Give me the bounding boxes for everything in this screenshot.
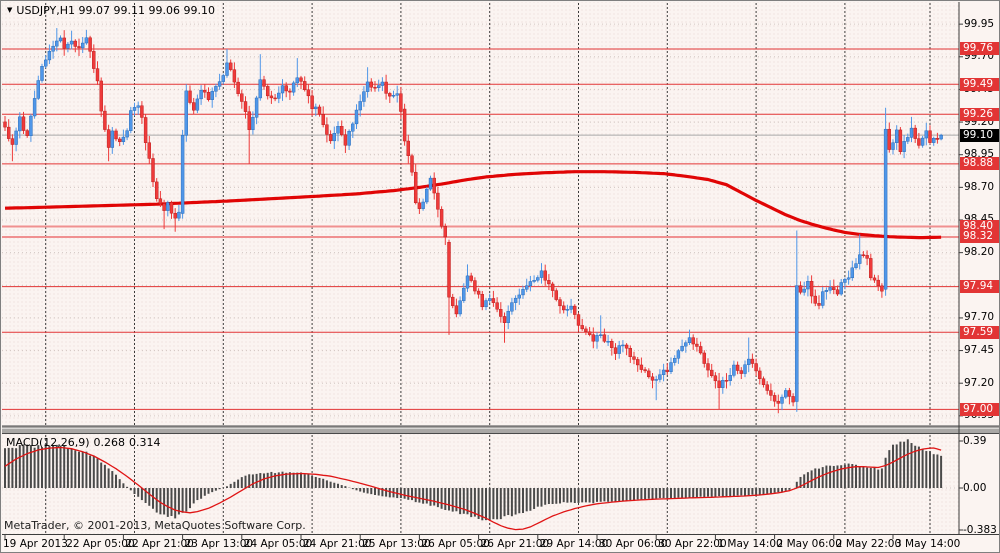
time-axis-label: 25 Apr 13:00 xyxy=(362,538,431,550)
macd-indicator-label: MACD(12,26,9) 0.268 0.314 xyxy=(6,436,165,449)
time-axis-label: 24 Apr 05:00 xyxy=(243,538,313,550)
macd-name: MACD(12,26,9) xyxy=(6,436,90,449)
price-scale-label: 97.45 xyxy=(964,344,995,357)
copyright-watermark: MetaTrader, © 2001-2013, MetaQuotes Soft… xyxy=(4,519,306,532)
time-axis-label: 29 Apr 14:00 xyxy=(539,538,609,550)
price-scale-label: 99.70 xyxy=(964,50,995,63)
time-axis-label: 2 May 06:00 xyxy=(776,538,842,550)
chevron-down-icon[interactable]: ▼ xyxy=(7,6,13,14)
price-level-badge: 97.00 xyxy=(960,402,999,416)
price-level-badge: 98.32 xyxy=(960,230,999,244)
price-level-badge: 98.40 xyxy=(960,220,999,234)
macd-scale-top: 0.39 xyxy=(963,435,987,447)
time-axis-label: 22 Apr 05:00 xyxy=(66,538,135,550)
macd-signal-line xyxy=(4,446,942,531)
current-price-badge: 99.10 xyxy=(960,128,999,142)
macd-main-value: 0.268 xyxy=(93,436,126,449)
time-axis-label: 19 Apr 2013 xyxy=(3,538,68,550)
price-level-badge: 99.26 xyxy=(960,107,999,121)
time-axis-label: 1 May 14:00 xyxy=(717,538,783,550)
candles xyxy=(3,28,943,414)
price-level-badge: 98.88 xyxy=(960,157,999,171)
price-scale-label: 99.95 xyxy=(964,17,995,30)
time-axis-label: 26 Apr 05:00 xyxy=(421,538,490,550)
price-level-badge: 97.94 xyxy=(960,280,999,294)
price-scale-label: 97.20 xyxy=(964,376,995,389)
price-level-badge: 97.59 xyxy=(960,325,999,339)
price-scale-label: 97.70 xyxy=(964,311,995,324)
price-scale-label: 98.45 xyxy=(964,214,994,225)
panel-splitter[interactable] xyxy=(2,426,1000,434)
time-axis-label: 3 May 14:00 xyxy=(895,538,961,550)
price-level-badge: 99.76 xyxy=(960,42,999,56)
macd-scale-zero: 0.00 xyxy=(963,482,987,494)
macd-scale-bottom: -0.383 xyxy=(963,524,997,536)
symbol-period-label: USDJPY,H1 xyxy=(16,4,76,17)
title-ohlc-values: 99.07 99.11 99.06 99.10 xyxy=(78,4,215,17)
time-axis-label: 30 Apr 06:00 xyxy=(599,538,668,550)
price-scale-label: 99.20 xyxy=(964,115,995,128)
time-axis-label: 22 Apr 21:00 xyxy=(125,538,194,550)
time-axis-label: 2 May 22:00 xyxy=(835,538,902,550)
time-axis-label: 23 Apr 13:00 xyxy=(184,538,254,550)
macd-signal-value: 0.314 xyxy=(129,436,161,449)
time-axis-label: 24 Apr 21:00 xyxy=(303,538,372,550)
price-level-badge: 99.49 xyxy=(960,77,999,91)
price-scale-label: 98.95 xyxy=(964,148,995,161)
price-scale-label: 98.70 xyxy=(964,180,995,193)
chart-title: ▼ USDJPY,H1 99.07 99.11 99.06 99.10 xyxy=(7,4,215,17)
time-axis-label: 26 Apr 21:00 xyxy=(480,538,550,550)
time-axis-label: 30 Apr 22:00 xyxy=(658,538,727,550)
price-scale-label: 98.20 xyxy=(964,246,995,259)
